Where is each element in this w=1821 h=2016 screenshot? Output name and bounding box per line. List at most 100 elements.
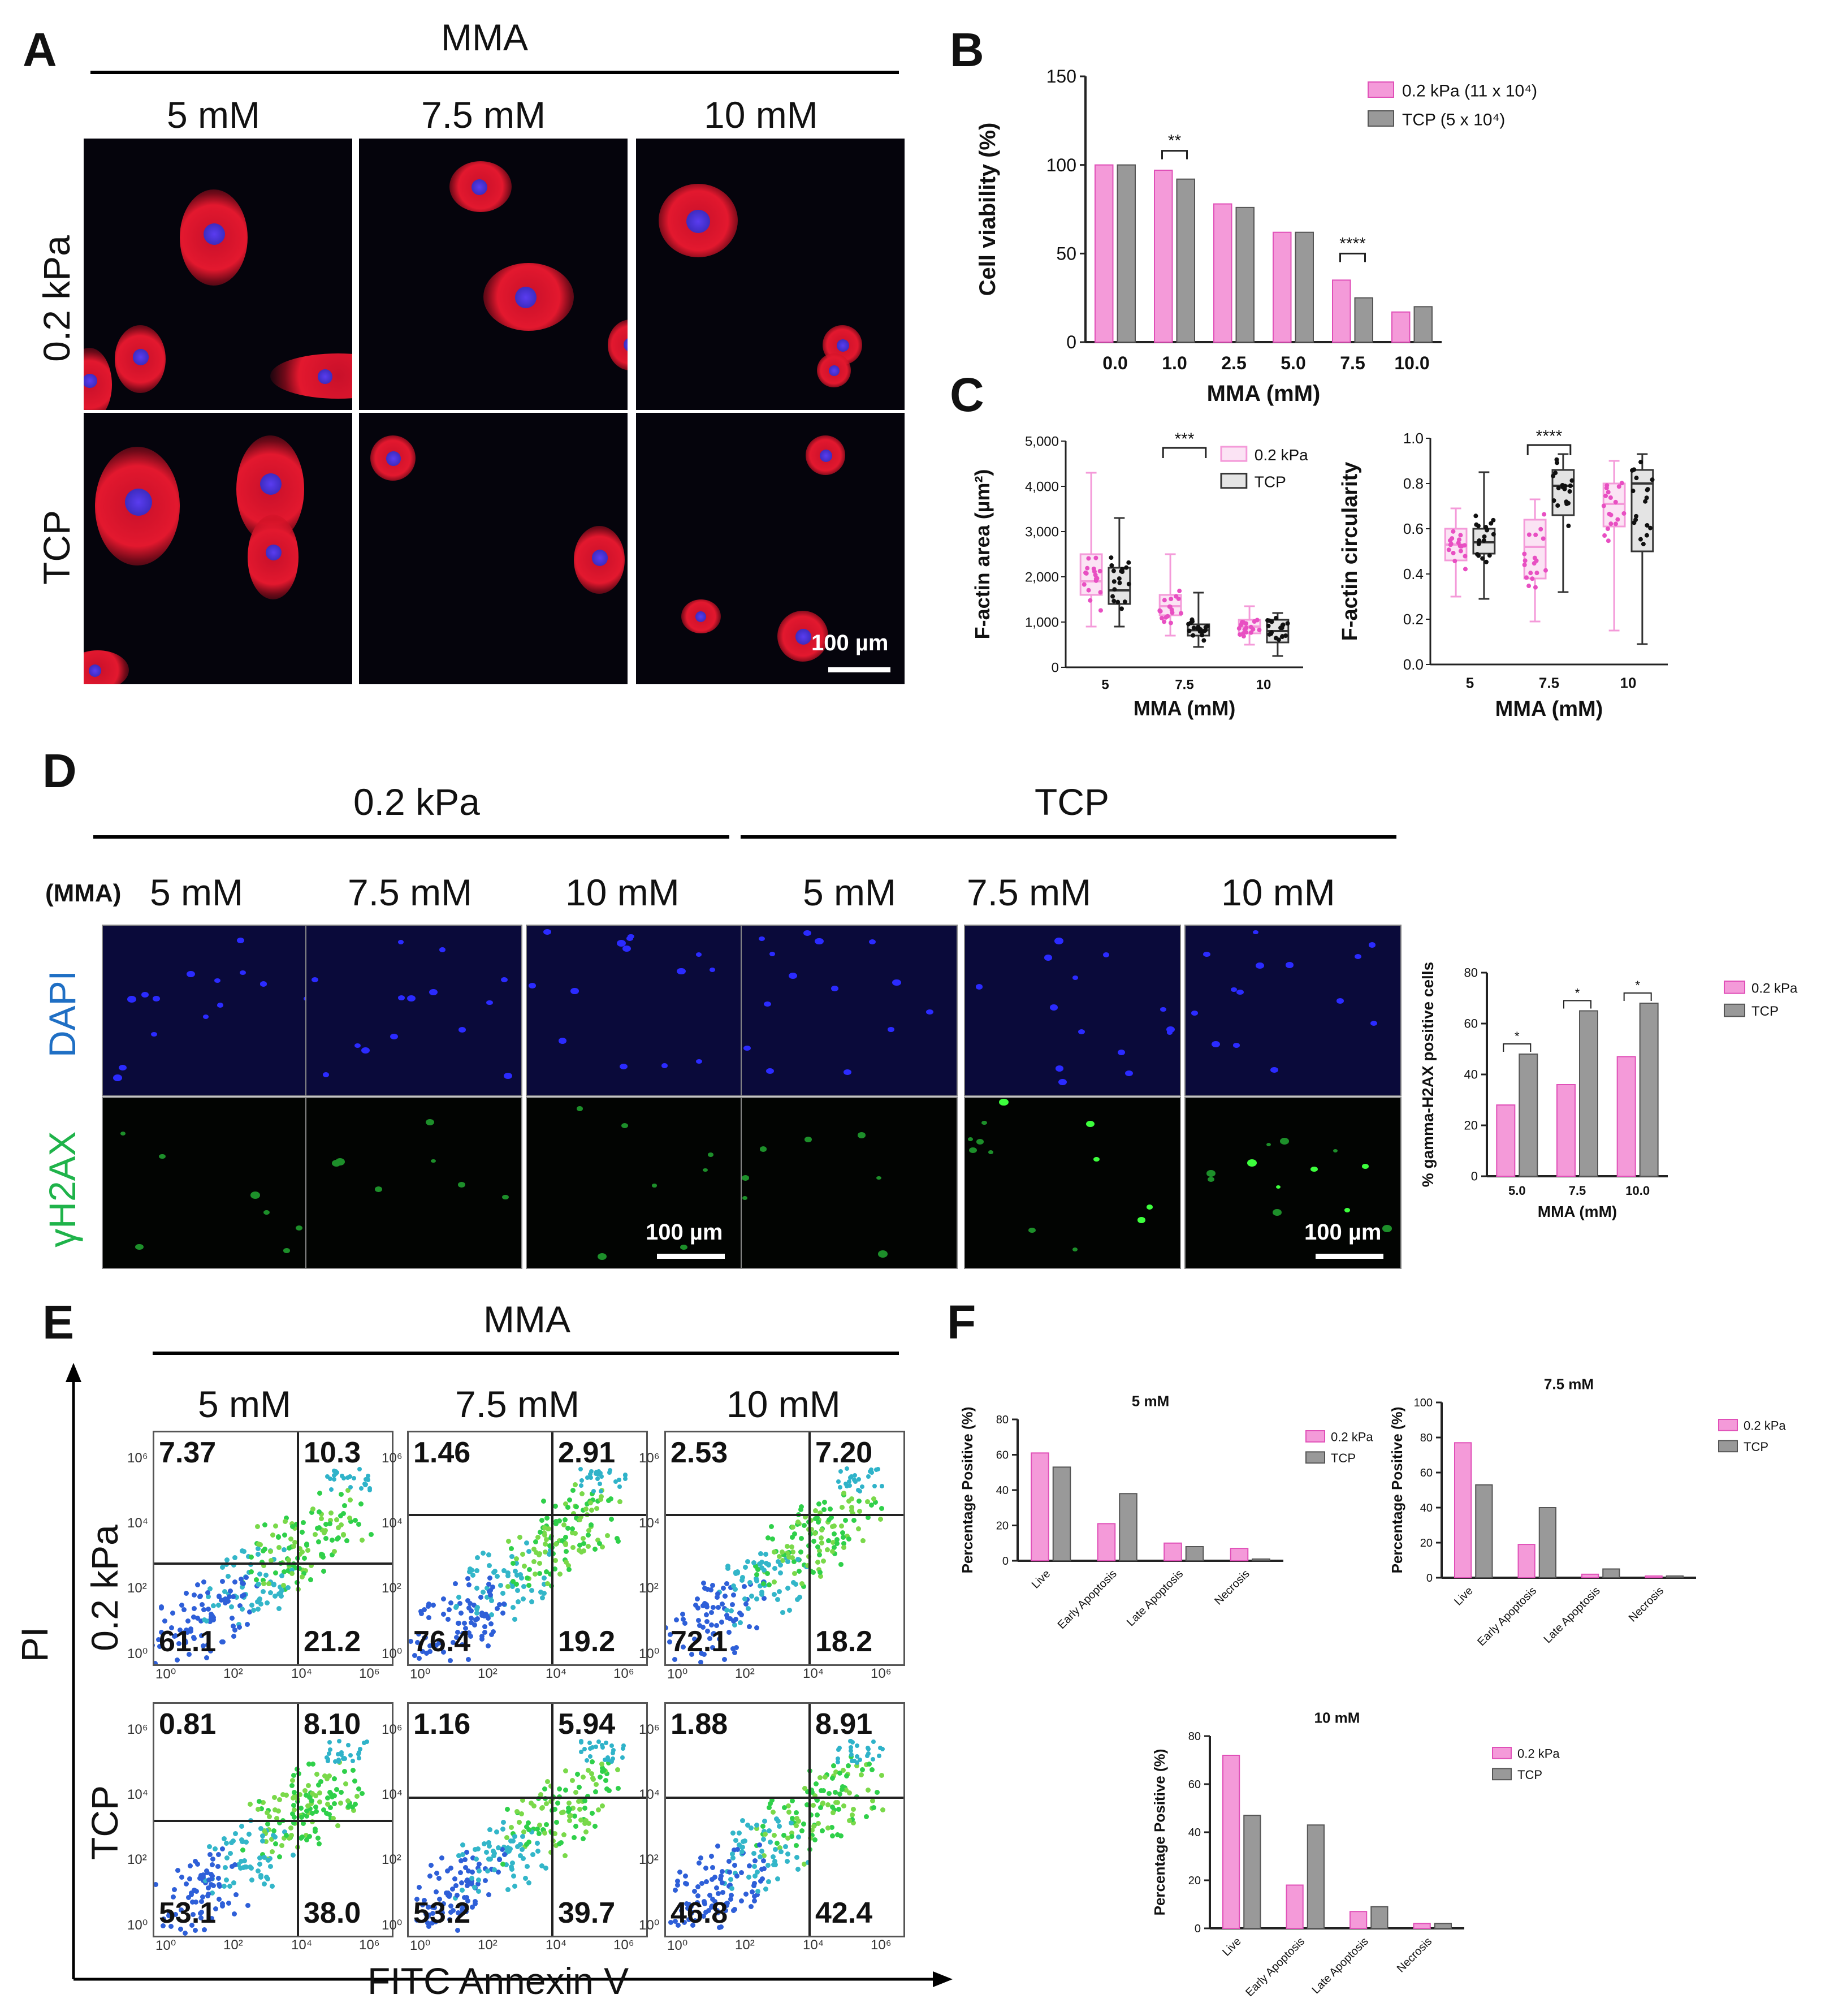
sig-label: *** xyxy=(1174,430,1194,448)
event-dot xyxy=(808,1812,814,1818)
data-point xyxy=(1088,598,1093,603)
event-dot xyxy=(168,1924,174,1929)
event-dot xyxy=(583,1818,589,1823)
event-dot xyxy=(278,1593,284,1599)
nucleus-dot xyxy=(260,981,267,987)
event-dot xyxy=(880,1747,885,1752)
event-dot xyxy=(745,1559,751,1564)
event-dot xyxy=(772,1579,777,1585)
event-dot xyxy=(733,1616,739,1622)
h2ax-focus xyxy=(1333,1149,1338,1152)
data-point xyxy=(1538,526,1543,532)
event-dot xyxy=(820,1788,826,1793)
y-tick-label: 0 xyxy=(1426,1572,1433,1585)
x-tick-label: Necrosis xyxy=(1395,1935,1435,1975)
event-dot xyxy=(216,1876,222,1881)
event-dot xyxy=(695,1605,701,1611)
event-dot xyxy=(534,1841,540,1846)
event-dot xyxy=(409,1639,414,1644)
event-dot xyxy=(229,1840,235,1845)
data-point xyxy=(1556,486,1561,491)
data-point xyxy=(1456,537,1461,542)
event-dot xyxy=(290,1852,296,1858)
event-dot xyxy=(530,1852,535,1858)
event-dot xyxy=(191,1635,196,1641)
event-dot xyxy=(603,1777,609,1783)
event-dot xyxy=(255,1546,261,1552)
event-dot xyxy=(754,1578,760,1583)
event-dot xyxy=(282,1532,287,1538)
x-tick-label: Live xyxy=(1452,1585,1476,1608)
event-dot xyxy=(262,1522,268,1528)
data-point xyxy=(1119,606,1124,611)
event-dot xyxy=(215,1603,221,1608)
event-dot xyxy=(327,1805,333,1810)
event-dot xyxy=(879,1773,885,1778)
event-dot xyxy=(220,1846,226,1851)
event-dot xyxy=(465,1598,470,1603)
event-dot xyxy=(720,1601,725,1607)
event-dot xyxy=(610,1756,615,1762)
event-dot xyxy=(737,1611,742,1616)
event-dot xyxy=(270,1532,275,1538)
event-dot xyxy=(567,1818,573,1824)
data-point xyxy=(1522,551,1527,556)
event-dot xyxy=(818,1535,824,1541)
event-dot xyxy=(849,1505,855,1510)
event-dot xyxy=(356,1786,362,1792)
event-dot xyxy=(210,1890,215,1896)
data-point xyxy=(1604,486,1609,491)
event-dot xyxy=(195,1862,201,1867)
legend-swatch xyxy=(1220,473,1248,489)
event-dot xyxy=(815,1519,821,1525)
event-dot xyxy=(269,1849,275,1854)
event-dot xyxy=(846,1790,852,1796)
event-dot xyxy=(338,1522,344,1528)
event-dot xyxy=(233,1892,239,1898)
event-dot xyxy=(730,1618,736,1624)
y-tick-label: 10⁴ xyxy=(127,1516,149,1531)
event-dot xyxy=(794,1815,800,1821)
event-dot xyxy=(789,1831,794,1836)
event-dot xyxy=(871,1805,877,1810)
event-dot xyxy=(258,1825,263,1831)
event-dot xyxy=(775,1596,780,1602)
event-dot xyxy=(304,1837,309,1842)
event-dot xyxy=(832,1789,838,1795)
data-point xyxy=(1097,568,1102,573)
panel-d-rule-2 xyxy=(741,835,1396,839)
event-dot xyxy=(257,1861,263,1867)
event-dot xyxy=(712,1898,717,1904)
event-dot xyxy=(740,1818,746,1824)
event-dot xyxy=(210,1862,215,1867)
gate-horizontal xyxy=(666,1513,903,1516)
event-dot xyxy=(817,1570,823,1575)
y-axis-label: Percentage Positive (%) xyxy=(1389,1407,1405,1574)
event-dot xyxy=(836,1756,841,1761)
event-dot xyxy=(535,1849,541,1854)
data-point xyxy=(1242,627,1247,632)
event-dot xyxy=(327,1739,332,1745)
event-dot xyxy=(243,1864,248,1870)
x-tick-label: 10⁶ xyxy=(359,1937,380,1953)
event-dot xyxy=(563,1501,569,1506)
event-dot xyxy=(430,1910,435,1916)
event-dot xyxy=(578,1797,583,1802)
event-dot xyxy=(785,1803,791,1808)
y-tick-label: 0 xyxy=(1195,1923,1201,1935)
event-dot xyxy=(422,1607,427,1613)
event-dot xyxy=(548,1535,553,1540)
cell-nucleus xyxy=(260,473,282,495)
event-dot xyxy=(811,1823,816,1829)
data-point xyxy=(1650,477,1655,482)
panel-d-col-label: 7.5 mM xyxy=(348,871,473,913)
event-dot xyxy=(749,1904,754,1910)
event-dot xyxy=(598,1470,603,1475)
nucleus-dot xyxy=(1166,1030,1173,1035)
event-dot xyxy=(531,1559,537,1564)
event-dot xyxy=(317,1525,322,1530)
event-dot xyxy=(682,1621,687,1626)
event-dot xyxy=(457,1870,463,1876)
event-dot xyxy=(799,1504,804,1509)
